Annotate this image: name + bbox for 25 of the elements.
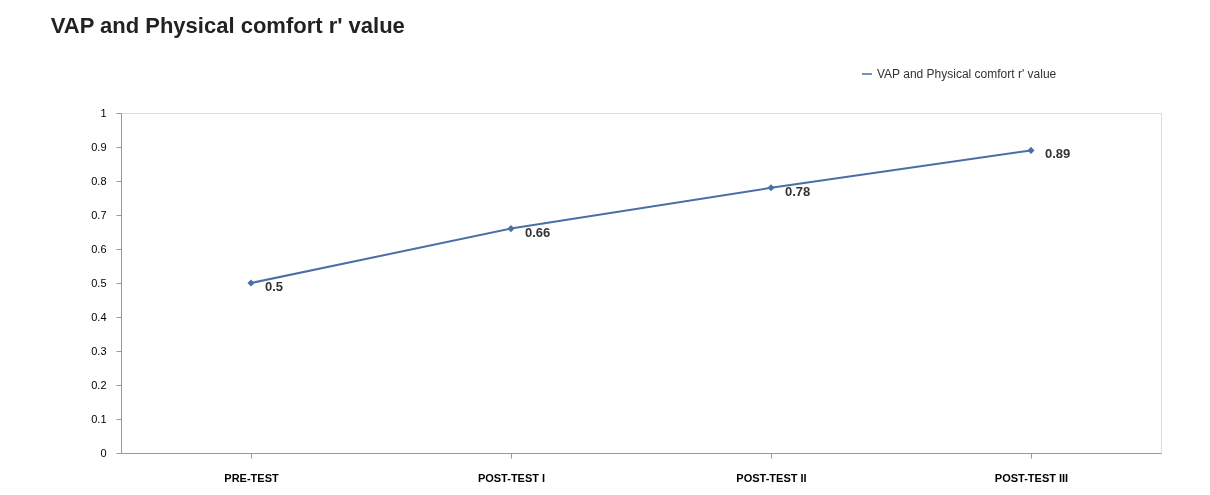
chart-title: VAP and Physical comfort r' value [50,13,405,38]
y-tick-label: 0.5 [91,276,107,289]
y-tick-label: 0.8 [91,174,107,187]
y-tick-label: 1 [100,106,107,119]
y-tick-label: 0.6 [91,242,107,255]
data-label: 0.5 [265,279,284,294]
x-tick-label: PRE-TEST [224,471,279,484]
y-tick-label: 0 [100,446,107,459]
data-label: 0.78 [785,183,811,199]
point [1027,146,1035,154]
y-tick-label: 0.1 [91,412,107,425]
x-tick-label: POST-TEST II [736,471,807,484]
x-tick-label: POST-TEST I [477,471,546,484]
y-tick-label: 0.2 [91,378,107,391]
data-label: 0.89 [1045,146,1071,162]
y-tick-label: 0.9 [91,140,107,153]
point [507,225,515,233]
y-tick-label: 0.7 [91,208,107,221]
y-tick-label: 0.3 [91,344,107,357]
y-tick-label: 0.4 [91,310,107,323]
x-tick-label: POST-TEST III [994,471,1069,484]
point [247,279,255,287]
legend-label: VAP and Physical comfort r' value [877,67,1057,81]
data-label: 0.66 [525,224,551,240]
point [767,184,775,192]
